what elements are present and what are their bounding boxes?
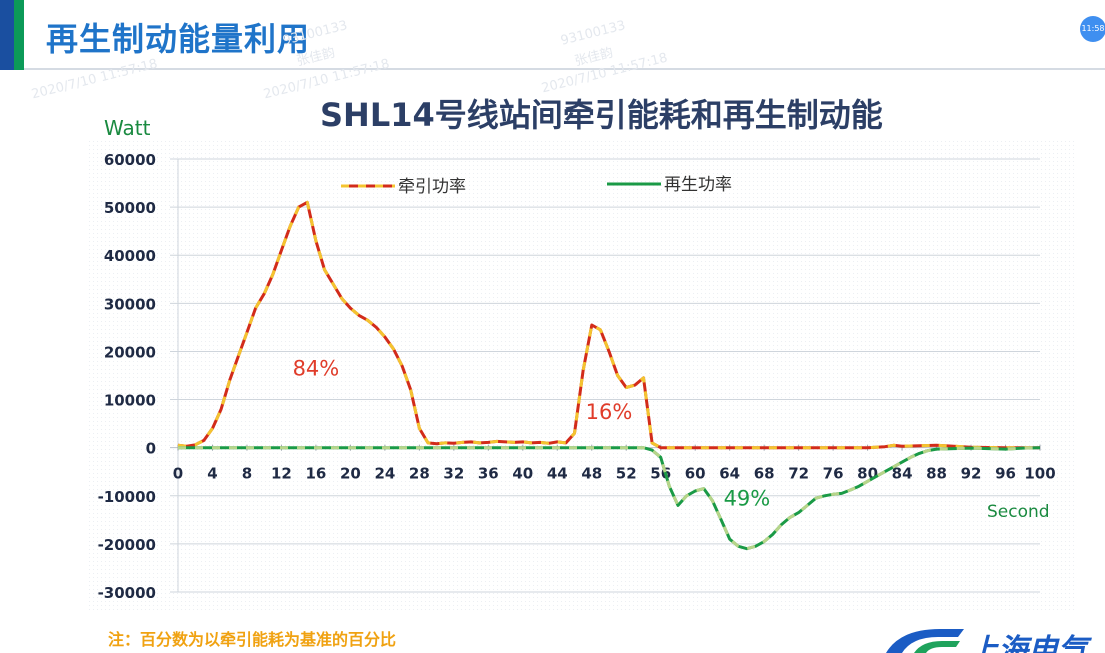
x-tick-label: 72 bbox=[788, 465, 809, 483]
percentage-annotation: 16% bbox=[586, 400, 633, 424]
x-tick-label: 96 bbox=[995, 465, 1016, 483]
x-tick-label: 92 bbox=[961, 465, 982, 483]
y-tick-label: 10000 bbox=[104, 392, 156, 410]
logo-text: 上海电气 bbox=[968, 625, 1088, 653]
x-tick-label: 52 bbox=[616, 465, 637, 483]
x-tick-label: 0 bbox=[173, 465, 183, 483]
x-tick-label: 8 bbox=[242, 465, 252, 483]
x-tick-label: 24 bbox=[374, 465, 395, 483]
x-tick-label: 60 bbox=[685, 465, 706, 483]
y-tick-label: -30000 bbox=[98, 584, 156, 602]
y-axis-label: Watt bbox=[104, 116, 151, 140]
x-tick-label: 40 bbox=[512, 465, 533, 483]
company-logo: 上海电气 bbox=[880, 623, 1105, 653]
x-tick-label: 32 bbox=[443, 465, 464, 483]
x-tick-label: 16 bbox=[305, 465, 326, 483]
y-tick-label: 20000 bbox=[104, 343, 156, 361]
x-tick-label: 76 bbox=[823, 465, 844, 483]
x-tick-label: 36 bbox=[478, 465, 499, 483]
x-tick-label: 28 bbox=[409, 465, 430, 483]
legend-label-0: 牵引功率 bbox=[398, 177, 466, 197]
x-tick-label: 64 bbox=[719, 465, 740, 483]
y-tick-label: 50000 bbox=[104, 199, 156, 217]
x-tick-label: 100 bbox=[1024, 465, 1055, 483]
x-tick-label: 4 bbox=[207, 465, 217, 483]
x-tick-label: 48 bbox=[581, 465, 602, 483]
y-tick-label: 40000 bbox=[104, 247, 156, 265]
x-tick-label: 44 bbox=[547, 465, 568, 483]
legend-label-1: 再生功率 bbox=[664, 175, 732, 195]
y-tick-label: 0 bbox=[146, 440, 156, 458]
footnote: 注：百分数为以牵引能耗为基准的百分比 bbox=[108, 626, 396, 650]
y-tick-label: -20000 bbox=[98, 536, 156, 554]
y-tick-label: -10000 bbox=[98, 488, 156, 506]
x-tick-label: 68 bbox=[754, 465, 775, 483]
logo-mark-icon bbox=[880, 623, 970, 653]
percentage-annotation: 49% bbox=[724, 486, 771, 510]
x-tick-label: 88 bbox=[926, 465, 947, 483]
y-tick-label: 60000 bbox=[104, 151, 156, 169]
y-tick-label: 30000 bbox=[104, 295, 156, 313]
percentage-annotation: 84% bbox=[293, 357, 340, 381]
x-tick-label: 20 bbox=[340, 465, 361, 483]
x-axis-label: Second bbox=[987, 502, 1050, 522]
x-tick-label: 12 bbox=[271, 465, 292, 483]
